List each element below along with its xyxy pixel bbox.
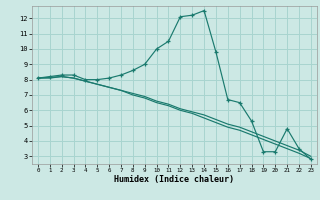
X-axis label: Humidex (Indice chaleur): Humidex (Indice chaleur) <box>115 175 234 184</box>
